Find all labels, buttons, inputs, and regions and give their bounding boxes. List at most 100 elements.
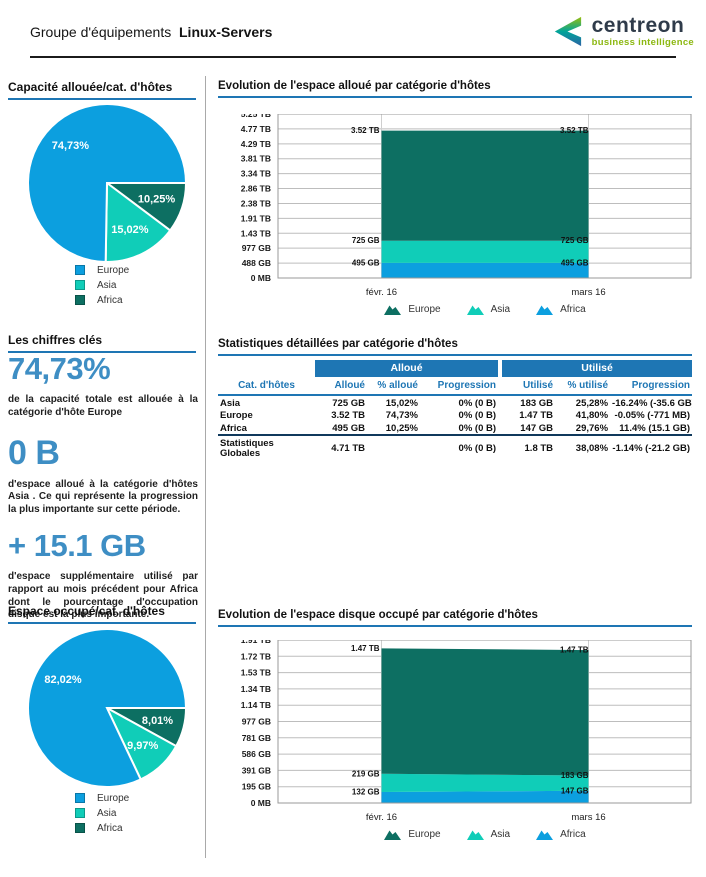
table-cell: 0% (0 B) — [458, 410, 497, 421]
table-cell: 41,80% — [575, 410, 609, 421]
legend-label: Africa — [97, 822, 123, 834]
legend-item-africa: Africa — [75, 822, 198, 834]
key-figure-value-allocated-pct: 74,73% — [8, 351, 111, 386]
table-cell: -0.05% (-771 MB) — [614, 410, 691, 421]
legend-swatch — [75, 280, 85, 290]
table-row: Asia 725 GB 15,02% 0% (0 B) 183 GB 25,28% -16.… — [218, 395, 692, 409]
table-header-cell: Progression — [610, 377, 693, 396]
table-cell: 4.71 TB — [315, 433, 367, 460]
series-value-label: 183 GB — [561, 771, 589, 780]
legend-item-africa: Africa — [536, 829, 586, 840]
area-series-europe — [381, 648, 589, 776]
mountain-area-icon — [384, 830, 402, 840]
legend-label: Europe — [97, 264, 130, 276]
table-cell: Europe — [220, 410, 253, 421]
pie-chart-allocated: 10,25% 15,02% 74,73% — [27, 103, 188, 264]
pie-slice-europe — [27, 628, 188, 788]
mountain-area-icon — [536, 305, 554, 315]
table-cell: -1.14% (-21.2 GB) — [610, 433, 693, 460]
host-group-name: Linux-Servers — [179, 24, 273, 40]
table-cell: 10,25% — [385, 422, 418, 434]
y-axis-tick-label: 1.34 TB — [241, 684, 271, 694]
area-legend-allocated: Europe Asia Africa — [278, 304, 692, 315]
series-value-label: 495 GB — [352, 258, 380, 267]
y-axis-tick-label: 5.25 TB — [241, 114, 271, 119]
y-axis-tick-label: 1.14 TB — [241, 700, 271, 710]
legend-label: Africa — [560, 304, 586, 315]
area-chart-allocated: 5.25 TB 4.77 TB 4.29 TB 3.81 TB 3.34 TB 2.86 … — [241, 114, 692, 298]
series-value-label: 1.47 TB — [351, 644, 380, 653]
mountain-area-icon — [466, 305, 484, 315]
table-header-cell: Alloué — [315, 377, 367, 396]
legend-label: Africa — [560, 829, 586, 840]
y-axis-tick-label: 3.81 TB — [241, 154, 271, 164]
key-figures: 74,73% de la capacité totale est allouée… — [8, 350, 198, 622]
y-axis-tick-label: 0 MB — [251, 273, 271, 283]
legend-item-asia: Asia — [466, 304, 511, 315]
area-chart-used: 1.91 TB 1.72 TB 1.53 TB 1.34 TB 1.14 TB 977 G… — [241, 640, 692, 823]
legend-item-asia: Asia — [75, 280, 198, 291]
series-value-label: 3.52 TB — [560, 126, 589, 135]
brand-tagline: business intelligence — [591, 36, 694, 48]
table-row: Africa 495 GB 10,25% 0% (0 B) 147 GB 29,76% 11… — [218, 421, 692, 435]
pie-slice-label: 15,02% — [111, 224, 149, 236]
pie-slice-europe — [27, 103, 188, 264]
brand-name: centreon — [591, 13, 685, 37]
series-value-label: 219 GB — [352, 769, 380, 778]
table-cell: 725 GB — [332, 397, 365, 409]
table-cell: -16.24% (-35.6 GB) — [612, 397, 693, 409]
table-totals-row: Statistiques Globales 4.71 TB 0% (0 B) 1.8 … — [218, 433, 693, 460]
table-cell: 0% (0 B) — [458, 397, 497, 409]
y-axis-tick-label: 1.43 TB — [241, 228, 271, 238]
table-cell: 1.47 TB — [519, 410, 554, 421]
pie-legend-used: Europe Asia Africa — [8, 792, 198, 834]
y-axis-tick-label: 586 GB — [242, 749, 271, 759]
pie-slice-label: 74,73% — [52, 140, 90, 152]
pie-slice-asia — [104, 181, 172, 263]
y-axis-tick-label: 781 GB — [242, 733, 271, 743]
brand-logo: centreon business intelligence — [548, 13, 694, 50]
mountain-area-icon — [536, 830, 554, 840]
page-title-prefix: Groupe d'équipements — [30, 24, 172, 40]
plot-border — [277, 114, 692, 279]
series-value-label: 3.52 TB — [351, 126, 380, 135]
y-axis-tick-label: 4.29 TB — [241, 139, 271, 149]
area-series-africa — [381, 790, 589, 803]
table-header-cell: Alloué — [315, 360, 499, 377]
legend-label: Europe — [97, 792, 130, 804]
y-axis-tick-label: 1.91 TB — [241, 640, 271, 645]
key-figure-value-progression: 0 B — [8, 433, 60, 472]
legend-label: Asia — [490, 829, 511, 840]
legend-label: Asia — [490, 304, 511, 315]
table-row: Europe 3.52 TB 74,73% 0% (0 B) 1.47 TB 41,80%… — [218, 409, 692, 421]
plot-border — [277, 640, 692, 804]
series-value-label: 725 GB — [561, 236, 589, 245]
mountain-area-icon — [466, 830, 484, 840]
table-cell: 1.8 TB — [502, 433, 556, 460]
x-axis-tick-label: févr. 16 — [366, 287, 397, 298]
series-value-label: 725 GB — [352, 236, 380, 245]
key-figure-text-extra-used: d'espace supplémentaire utilisé par rapp… — [8, 570, 198, 621]
table-cell: 15,02% — [385, 397, 418, 409]
table-header-cell: Utilisé — [502, 377, 556, 396]
section-title-stats-table: Statistiques détaillées par catégorie d'… — [218, 338, 692, 356]
y-axis-tick-label: 0 MB — [251, 798, 271, 808]
pie-slice-label: 10,25% — [138, 194, 176, 206]
table-header-cell — [498, 360, 503, 377]
section-title-used-evolution: Evolution de l'espace disque occupé par … — [218, 609, 692, 627]
table-cell: 25,28% — [575, 397, 609, 409]
x-axis-tick-label: mars 16 — [571, 812, 605, 823]
x-axis-tick-label: févr. 16 — [366, 812, 397, 823]
table-group-header-row: Alloué Utilisé — [218, 360, 693, 377]
y-axis-tick-label: 391 GB — [242, 765, 271, 775]
y-axis-tick-label: 4.77 TB — [241, 124, 271, 134]
table-cell: 183 GB — [520, 397, 554, 409]
legend-swatch — [75, 295, 85, 305]
legend-item-europe: Europe — [75, 264, 198, 276]
area-series-asia — [381, 240, 589, 263]
table-cell: 11.4% (15.1 GB) — [619, 422, 691, 434]
table-cell — [367, 433, 420, 460]
table-header-cell: % utilisé — [555, 377, 611, 396]
section-title-used-pie: Espace occupé/cat. d'hôtes — [8, 604, 196, 624]
